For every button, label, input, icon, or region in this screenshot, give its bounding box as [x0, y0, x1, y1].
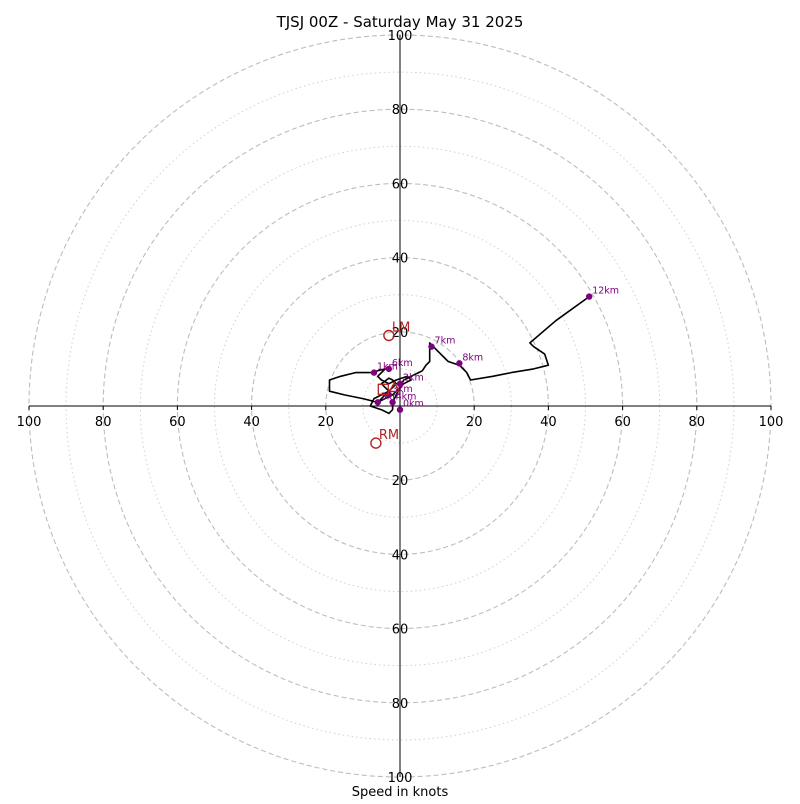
y-tick-label: 20 — [392, 326, 409, 341]
y-tick-label: 100 — [388, 771, 413, 786]
height-marker-dot — [586, 293, 593, 300]
height-marker-12km: 12km — [586, 286, 619, 300]
x-tick-label: 100 — [759, 415, 784, 430]
y-tick-label: 80 — [392, 103, 409, 118]
y-tick-label: 100 — [388, 29, 413, 44]
height-marker-dot — [370, 369, 378, 376]
height-marker-label: 4km — [396, 391, 417, 402]
x-tick-label: 60 — [614, 415, 631, 430]
storm-motion-markers: LM RM — [370, 321, 410, 449]
y-tick-label: 20 — [392, 474, 409, 489]
storm-motion-label: RM — [379, 428, 399, 443]
x-tick-label: 100 — [17, 415, 42, 430]
storm-motion-triangle — [388, 381, 401, 393]
y-tick-label: 40 — [392, 548, 409, 563]
height-marker-label: 3km — [392, 384, 413, 395]
x-tick-label: 20 — [466, 415, 483, 430]
height-marker-0km: 0km — [396, 399, 424, 413]
y-tick-label: 60 — [392, 623, 409, 638]
storm-motion-circle — [383, 329, 395, 342]
height-marker-2km: 2km — [396, 373, 424, 387]
height-marker-label: 5km — [381, 391, 402, 402]
x-tick-label: 80 — [95, 415, 112, 430]
x-axis-label: Speed in knots — [352, 785, 449, 800]
height-marker-7km: 7km — [428, 336, 455, 350]
x-tick-label: 60 — [169, 415, 186, 430]
x-tick-label: 40 — [243, 415, 260, 430]
height-marker-label: 12km — [592, 286, 619, 297]
chart-title: TJSJ 00Z - Saturday May 31 2025 — [276, 13, 524, 31]
height-marker-label: 2km — [403, 373, 424, 384]
height-marker-dot — [456, 360, 463, 367]
height-marker-label: 6km — [392, 358, 413, 369]
y-tick-label: 80 — [392, 697, 409, 712]
height-marker-dot — [428, 343, 435, 350]
x-tick-label: 40 — [540, 415, 557, 430]
axes — [29, 35, 771, 777]
height-marker-dot — [396, 406, 404, 413]
height-marker-5km: 5km — [374, 391, 402, 406]
y-tick-label: 40 — [392, 252, 409, 267]
height-marker-dot — [374, 399, 381, 406]
hodograph-trace — [328, 295, 590, 415]
height-marker-dot — [385, 365, 393, 373]
height-marker-8km: 8km — [456, 352, 483, 367]
storm-motion-rm: RM — [370, 428, 399, 449]
storm-motion-circle — [370, 437, 382, 449]
x-tick-label: 80 — [689, 415, 706, 430]
height-marker-label: 7km — [435, 336, 456, 347]
storm-motion-square — [377, 383, 389, 395]
height-marker-dot — [389, 399, 396, 406]
height-marker-label: 0km — [403, 399, 424, 410]
height-markers: 0km1km2km3km4km5km6km7km8km12km — [370, 286, 619, 413]
hodograph-line — [328, 295, 590, 415]
height-marker-6km: 6km — [385, 358, 413, 373]
storm-motion-label: LM — [392, 321, 410, 336]
tick-labels: 100 80 60 40 20 20 40 60 80 100 100 80 60 40 20 20 40 60 8… — [17, 29, 784, 786]
height-marker-4km: 4km — [389, 391, 417, 406]
x-tick-label: 20 — [318, 415, 335, 430]
height-marker-label: 8km — [462, 352, 483, 363]
y-tick-label: 60 — [392, 177, 409, 192]
storm-motion-lm: LM — [383, 321, 410, 342]
height-marker-dot — [396, 380, 404, 387]
